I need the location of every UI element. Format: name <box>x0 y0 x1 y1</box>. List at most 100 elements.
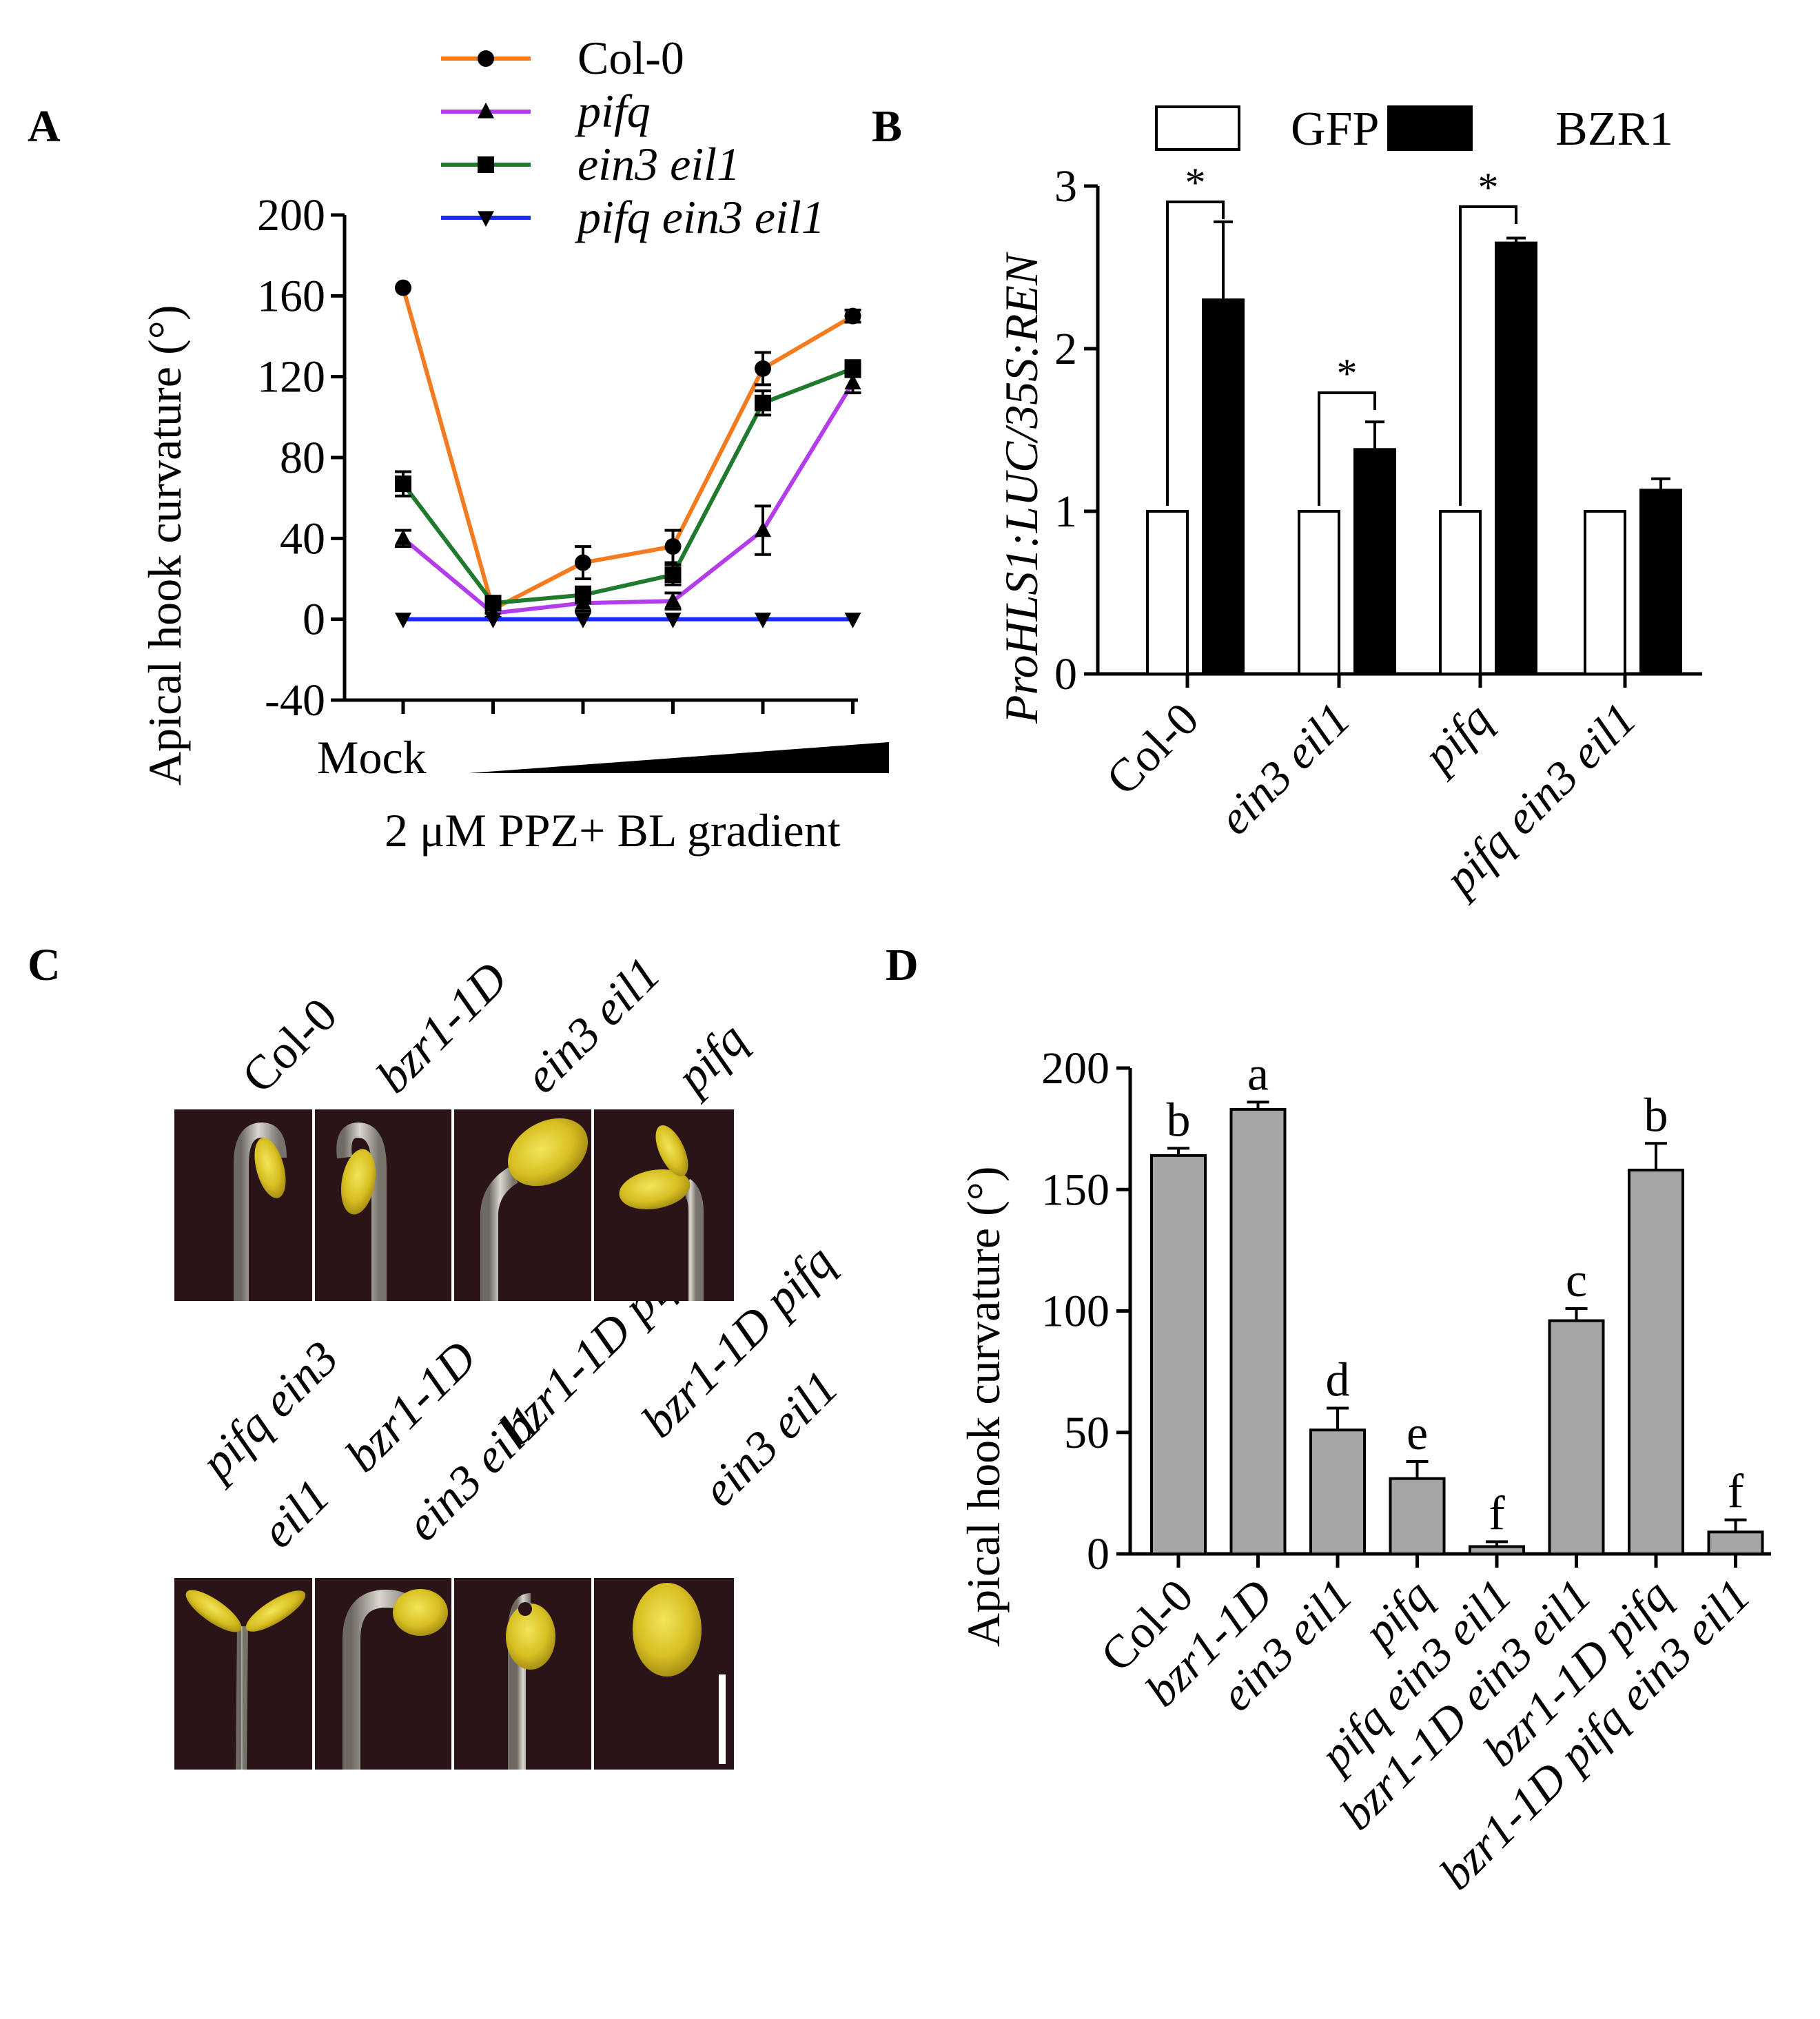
panel-d-significance-letter: b <box>1644 1089 1668 1142</box>
legend-a-label: ein3 eil1 <box>577 138 740 190</box>
panel-a-point <box>395 279 411 296</box>
panel-a-y-tick-label: 160 <box>257 271 325 321</box>
panel-d-significance-letter: a <box>1247 1047 1269 1100</box>
panel-d-bar <box>1548 1319 1605 1555</box>
panel-d-bar <box>1150 1154 1207 1555</box>
panel-b-y-tick-label: 2 <box>1054 324 1077 374</box>
panel-d-bar <box>1389 1477 1446 1556</box>
panel-label-c: C <box>28 940 61 990</box>
panel-b-significance-bracket <box>1318 391 1376 506</box>
panel-b-y-tick-label: 0 <box>1054 649 1077 699</box>
panel-b-bar <box>1639 489 1682 675</box>
panel-a-point <box>664 538 682 555</box>
panel-d-bar <box>1229 1107 1287 1556</box>
panel-a-point <box>755 613 771 628</box>
panel-d-bar <box>1628 1169 1684 1556</box>
legend-a-marker <box>478 156 494 173</box>
seedling-photo-bzr1-1d-pifq <box>506 1593 555 1770</box>
panel-d-bar <box>1469 1545 1525 1556</box>
panel-a-x-axis-title: 2 μM PPZ+ BL gradient <box>385 804 841 857</box>
panel-b-y-axis-title: ProHLS1:LUC/35S:REN <box>995 252 1047 724</box>
legend-b-label: GFP <box>1291 103 1379 156</box>
panel-a-series-line <box>401 367 854 606</box>
seedling-photo-bzr1-1d-pifq-ein3-eil1 <box>633 1583 702 1770</box>
photo-row-2-label: pifq ein3 <box>188 1331 349 1492</box>
seedling-photo-pifq-ein3-eil1 <box>185 1590 306 1770</box>
panel-a-y-tick-label: -40 <box>265 675 325 726</box>
panel-d-significance-letter: b <box>1167 1094 1191 1147</box>
panel-a-point <box>484 613 502 628</box>
panel-d-significance-letter: f <box>1728 1466 1744 1519</box>
panel-d-y-tick-label: 150 <box>1041 1165 1110 1215</box>
panel-a-series-group <box>395 279 861 617</box>
panel-d-significance-letter: c <box>1566 1254 1587 1307</box>
panel-a-series-line <box>401 287 855 613</box>
panel-label-d: D <box>886 940 919 990</box>
panel-a-point <box>395 475 411 493</box>
panel-a-point <box>664 566 682 584</box>
panel-a-y-tick-label: 0 <box>303 595 325 645</box>
panel-b-significance-star: * <box>1478 165 1499 210</box>
panel-d-y-tick-label: 0 <box>1087 1529 1110 1579</box>
panel-a-point <box>575 554 591 571</box>
photo-row-1-label: ein3 eil1 <box>515 947 671 1103</box>
legend-a-marker <box>478 102 494 119</box>
panel-b-x-tick-label: Col-0 <box>1096 693 1208 805</box>
legend-a-marker <box>478 211 494 227</box>
panel-b-significance-bracket <box>1459 205 1517 506</box>
panel-b-x-tick-label: ein3 eil1 <box>1208 693 1360 845</box>
panel-b-bar <box>1439 510 1482 675</box>
panel-d-significance-letter: e <box>1407 1407 1428 1460</box>
panel-b-significance-star: * <box>1337 351 1358 396</box>
bl-gradient-wedge <box>469 742 889 773</box>
panel-b-significance-bracket <box>1166 201 1225 506</box>
photo-row-1-label: pifq <box>664 1013 757 1106</box>
legend-b-label: BZR1 <box>1555 103 1673 156</box>
legend-b-swatch <box>1387 105 1473 151</box>
panel-a-series-line <box>402 381 855 615</box>
panel-b-y-tick-label: 1 <box>1054 486 1077 537</box>
legend-a-marker <box>478 50 494 67</box>
seedling-photo-ein3-eil1 <box>480 1118 589 1301</box>
panel-a-y-tick-label: 120 <box>257 352 325 402</box>
panel-a-point <box>844 307 861 325</box>
panel-d-significance-letter: f <box>1489 1487 1505 1540</box>
panel-a-series-group <box>395 371 861 620</box>
panel-a-y-tick-label: 80 <box>280 433 325 483</box>
panel-a-series-group <box>395 359 861 612</box>
panel-a-point <box>844 613 861 628</box>
panel-a-series <box>395 279 861 628</box>
panel-a-axes: 200 160 120 80 40 0 -40 <box>257 190 858 726</box>
panel-b-bars: * * * <box>1146 160 1682 676</box>
panel-d-y-tick-label: 50 <box>1064 1408 1110 1458</box>
panel-a-point <box>755 394 771 411</box>
panel-a-point <box>755 360 771 377</box>
panel-a-y-tick-label: 40 <box>280 513 325 564</box>
legend-a-label: pifq ein3 eil1 <box>575 191 825 243</box>
seedling-photo-bzr1-1d <box>336 1122 387 1301</box>
panel-b-y-tick-label: 3 <box>1054 161 1077 212</box>
panel-d-y-tick-label: 200 <box>1041 1043 1110 1094</box>
panel-d-y-tick-label: 100 <box>1041 1287 1110 1337</box>
panel-a-mock-label: Mock <box>317 731 427 783</box>
legend-a-label: pifq <box>575 85 651 137</box>
panel-b-significance-star: * <box>1185 160 1206 205</box>
panel-d-bar <box>1707 1530 1764 1555</box>
panel-label-a: A <box>28 101 61 152</box>
seedling-photo-bzr1-1d-ein3-eil1 <box>342 1589 448 1770</box>
panel-b-bar <box>1298 510 1340 675</box>
panel-d-bar <box>1309 1428 1366 1556</box>
panel-a-point <box>844 373 861 390</box>
panel-label-b: B <box>872 101 902 152</box>
photo-row-1-label: Col-0 <box>232 988 347 1103</box>
panel-a-point <box>664 613 682 628</box>
panel-b-bar <box>1202 298 1245 675</box>
panel-a-point <box>395 529 411 545</box>
panel-a-point <box>575 586 591 604</box>
panel-a-y-axis-title: Apical hook curvature (°) <box>139 305 191 786</box>
